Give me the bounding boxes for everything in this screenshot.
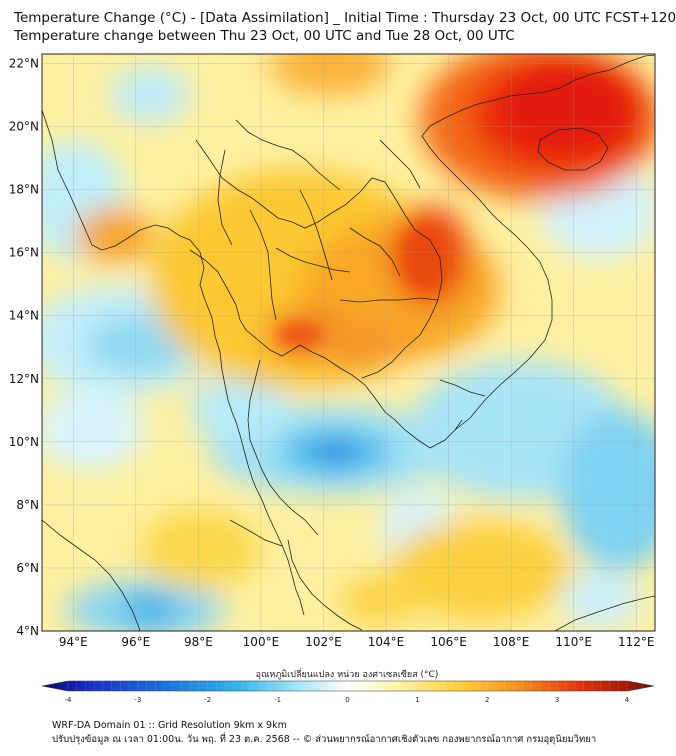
longitude-tick-labels: 94°E 96°E 98°E 100°E 102°E 104°E 106°E 108°E 110… bbox=[59, 635, 655, 649]
longitude-tick-label: 94°E bbox=[59, 635, 88, 649]
latitude-tick-label: 8°N bbox=[16, 498, 39, 512]
colorbar: อุณหภูมิเปลี่ยนแปลง หน่วย องศาเซลเซียส (… bbox=[41, 667, 655, 704]
longitude-tick-label: 98°E bbox=[184, 635, 213, 649]
colorbar-tick-label: 4 bbox=[625, 696, 630, 704]
colorbar-label: อุณหภูมิเปลี่ยนแปลง หน่วย องศาเซลเซียส (… bbox=[256, 667, 439, 680]
colorbar-tick-label: -3 bbox=[134, 696, 141, 704]
latitude-tick-label: 4°N bbox=[16, 624, 39, 638]
colorbar-tick-label: 1 bbox=[415, 696, 419, 704]
colorbar-tick-label: 2 bbox=[485, 696, 489, 704]
longitude-tick-label: 102°E bbox=[305, 635, 342, 649]
latitude-tick-label: 22°N bbox=[9, 56, 39, 70]
map-border bbox=[41, 53, 656, 632]
latitude-tick-label: 12°N bbox=[9, 372, 39, 386]
longitude-tick-label: 106°E bbox=[430, 635, 467, 649]
colorbar-tick-label: -1 bbox=[274, 696, 281, 704]
longitude-tick-label: 112°E bbox=[618, 635, 655, 649]
latitude-tick-label: 14°N bbox=[9, 309, 39, 323]
colorbar-tick-label: -2 bbox=[204, 696, 211, 704]
latitude-tick-label: 10°N bbox=[9, 435, 39, 449]
longitude-tick-label: 110°E bbox=[555, 635, 592, 649]
colorbar-tick-label: -4 bbox=[65, 696, 73, 704]
map-title-line2: Temperature change between Thu 23 Oct, 0… bbox=[14, 28, 515, 44]
longitude-tick-label: 104°E bbox=[368, 635, 405, 649]
latitude-tick-label: 16°N bbox=[9, 246, 39, 260]
coastlines-and-borders bbox=[42, 54, 655, 631]
graticule bbox=[42, 54, 655, 632]
footer-credit: ปรับปรุงข้อมูล ณ เวลา 01:00น. วัน พฤ. ที… bbox=[52, 734, 597, 745]
longitude-tick-label: 100°E bbox=[243, 635, 280, 649]
longitude-tick-label: 96°E bbox=[121, 635, 150, 649]
latitude-tick-label: 20°N bbox=[9, 120, 39, 134]
colorbar-tick-label: 3 bbox=[555, 696, 559, 704]
latitude-tick-labels: 22°N 20°N 18°N 16°N 14°N 12°N 10°N 8°N 6°N 4°N bbox=[9, 56, 39, 638]
longitude-tick-label: 108°E bbox=[493, 635, 530, 649]
map-title-line1: Temperature Change (°C) - [Data Assimila… bbox=[14, 10, 676, 26]
footer-model-info: WRF-DA Domain 01 :: Grid Resolution 9km … bbox=[52, 720, 287, 731]
colorbar-tick-label: 0 bbox=[345, 696, 349, 704]
latitude-tick-label: 6°N bbox=[16, 561, 39, 575]
latitude-tick-label: 18°N bbox=[9, 183, 39, 197]
temperature-field bbox=[42, 54, 655, 631]
temperature-change-map: 22°N 20°N 18°N 16°N 14°N 12°N 10°N 8°N 6°N 4°N 94… bbox=[9, 53, 656, 649]
